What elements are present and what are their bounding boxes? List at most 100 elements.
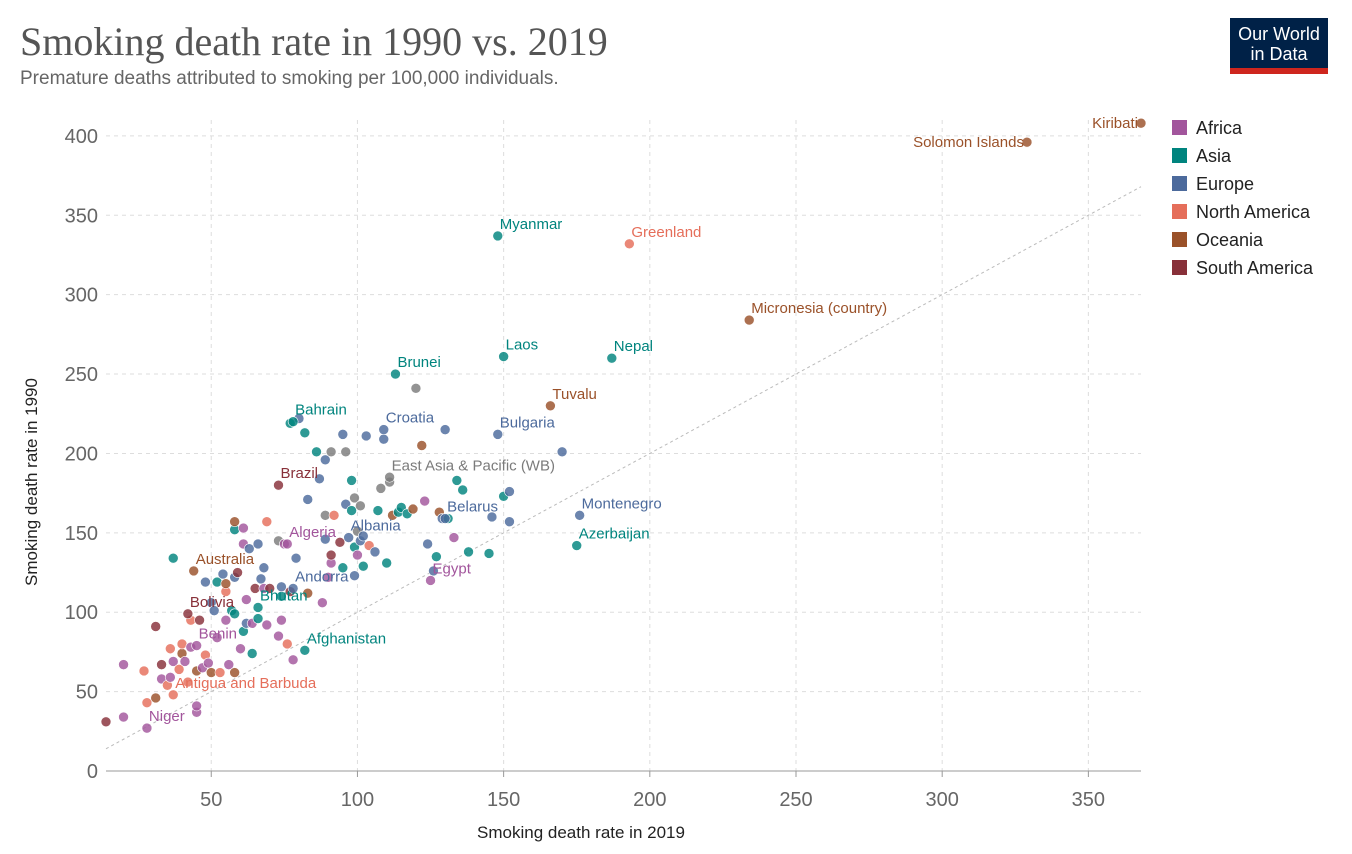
data-point[interactable] [258,562,270,574]
data-point[interactable] [378,433,390,445]
data-point-brunei[interactable] [390,368,401,380]
data-point[interactable] [483,548,495,559]
data-point[interactable] [194,614,205,626]
owid-logo[interactable]: Our World in Data [1230,18,1328,74]
data-point[interactable] [141,697,153,709]
data-point[interactable] [349,570,360,582]
data-point[interactable] [150,621,162,632]
data-point[interactable] [156,659,167,670]
data-point-croatia[interactable] [378,424,390,435]
data-point-bahrain[interactable] [287,416,299,427]
legend-item[interactable]: South America [1196,258,1314,278]
data-point[interactable] [328,510,340,521]
data-point-benin[interactable] [191,640,202,651]
data-point[interactable] [325,549,337,561]
data-point-algeria[interactable] [281,538,293,550]
data-point-micronesia-country-[interactable] [743,314,755,326]
data-point-albania[interactable] [343,532,354,543]
data-point[interactable] [486,511,498,523]
data-point[interactable] [504,516,515,528]
data-point[interactable] [346,475,357,486]
data-point[interactable] [322,571,334,583]
data-point-bolivia[interactable] [182,608,194,620]
data-point[interactable] [410,383,422,394]
data-point[interactable] [419,495,430,507]
data-point[interactable] [319,454,331,466]
data-point[interactable] [220,578,232,589]
data-point[interactable] [264,583,276,594]
data-point[interactable] [352,549,363,561]
legend-item[interactable]: Africa [1196,118,1243,138]
data-point-myanmar[interactable] [492,230,504,242]
data-point[interactable] [273,630,284,642]
data-point[interactable] [302,494,314,505]
data-point[interactable] [314,473,325,485]
legend-item[interactable]: North America [1196,202,1311,222]
data-point[interactable] [355,500,366,512]
data-point-east-asia-pacific-wb-[interactable] [384,471,395,483]
data-point-brazil[interactable] [273,479,284,491]
data-point[interactable] [317,597,328,608]
data-point[interactable] [100,716,112,728]
data-point[interactable] [246,648,258,659]
data-point[interactable] [299,427,311,439]
data-point-laos[interactable] [498,351,509,362]
data-point[interactable] [214,667,226,678]
data-point-greenland[interactable] [624,238,635,250]
data-point-afghanistan[interactable] [299,645,311,656]
data-point-egypt[interactable] [425,575,436,586]
data-point[interactable] [311,446,322,458]
data-point[interactable] [349,492,360,504]
data-point-kiribati[interactable] [1135,117,1147,129]
data-point[interactable] [232,567,243,578]
legend-item[interactable]: Asia [1196,146,1232,166]
data-point[interactable] [200,576,211,588]
data-point[interactable] [118,711,129,723]
data-point-nepal[interactable] [606,352,618,364]
data-point[interactable] [340,446,352,458]
data-point[interactable] [422,538,433,550]
data-point[interactable] [229,516,240,528]
data-point[interactable] [369,546,381,558]
data-point[interactable] [235,643,246,655]
data-point[interactable] [504,486,515,497]
data-point-bhutan[interactable] [252,602,264,613]
data-point[interactable] [223,659,235,670]
data-point[interactable] [319,533,331,545]
data-point[interactable] [431,551,442,562]
data-point[interactable] [118,659,129,670]
data-point[interactable] [173,664,185,675]
data-point[interactable] [448,532,460,543]
data-point[interactable] [287,654,299,666]
data-point-azerbaijan[interactable] [571,540,583,551]
data-point[interactable] [167,656,179,667]
data-point[interactable] [439,424,451,435]
data-point[interactable] [241,594,252,605]
data-point-australia[interactable] [188,565,200,577]
data-point[interactable] [203,657,214,669]
data-point[interactable] [556,446,568,458]
data-point[interactable] [261,516,273,528]
data-point[interactable] [325,446,337,458]
data-point[interactable] [375,483,387,494]
data-point[interactable] [463,546,474,558]
data-point[interactable] [302,587,314,599]
data-point-antigua-and-barbuda[interactable] [167,689,179,701]
data-point[interactable] [337,429,349,440]
data-point[interactable] [357,560,369,572]
data-point[interactable] [416,440,428,451]
data-point[interactable] [276,614,287,626]
data-point[interactable] [179,656,191,667]
data-point[interactable] [428,565,439,577]
data-point[interactable] [281,638,293,650]
data-point[interactable] [208,605,220,616]
data-point-tuvalu[interactable] [545,400,556,412]
legend-item[interactable]: Europe [1196,174,1254,194]
legend-item[interactable]: Oceania [1196,230,1264,250]
data-point[interactable] [252,613,264,624]
data-point[interactable] [252,538,264,550]
data-point[interactable] [238,522,249,534]
data-point[interactable] [407,503,419,515]
data-point[interactable] [220,614,232,626]
data-point[interactable] [381,557,392,569]
